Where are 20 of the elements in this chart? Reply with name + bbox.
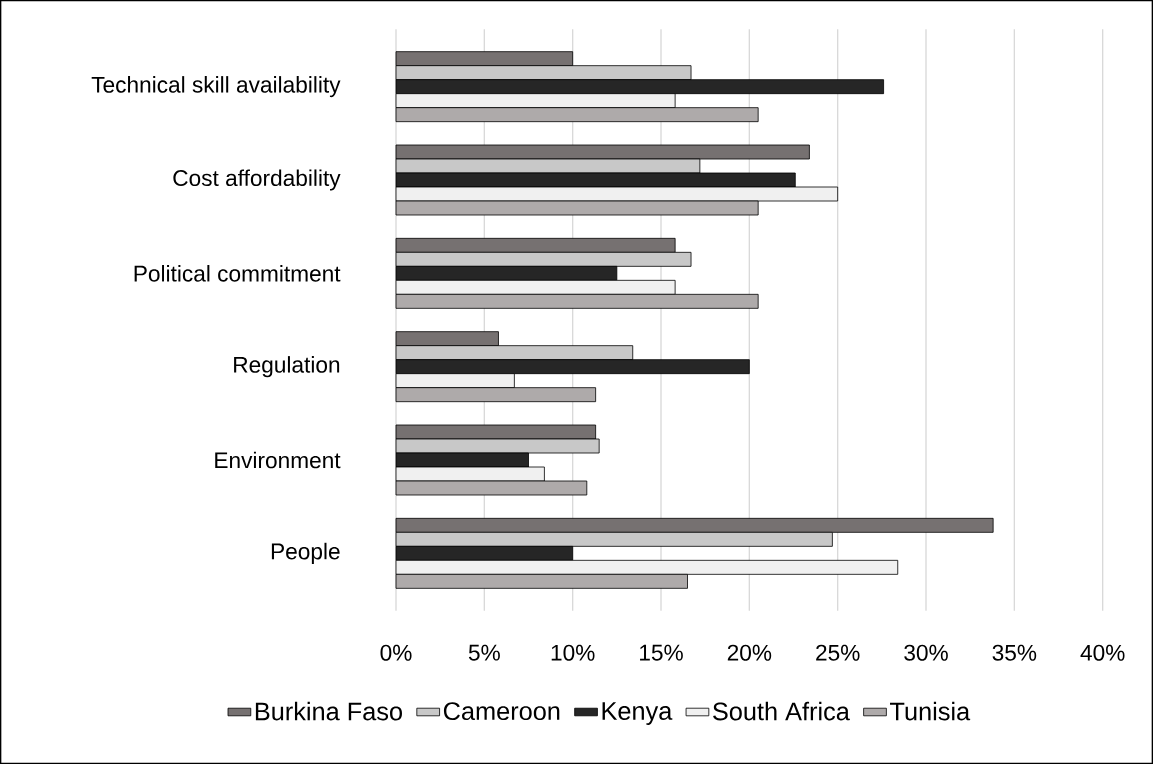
x-tick-label: 40% — [1080, 644, 1125, 661]
x-tick-label: 25% — [816, 644, 860, 661]
x-tick-label: 10% — [551, 644, 595, 661]
y-tick-label: Regulation — [234, 356, 340, 378]
y-tick-label: Technical skill availability — [91, 76, 341, 98]
x-tick-label: 5% — [468, 644, 500, 661]
y-tick-label: Cost affordability — [173, 169, 341, 191]
x-tick-label: 20% — [727, 644, 772, 661]
y-tick-label: Environment — [215, 451, 341, 469]
legend-label: South Africa — [713, 701, 850, 721]
x-tick-label: 15% — [640, 644, 683, 661]
x-tick-label: 35% — [992, 644, 1037, 661]
x-tick-label: 0% — [380, 644, 412, 661]
y-tick-label: People — [271, 542, 340, 564]
y-tick-label: Political commitment — [134, 265, 341, 282]
legend-label: Cameroon — [443, 702, 560, 721]
x-tick-label: 30% — [904, 644, 948, 661]
legend-label: Burkina Faso — [255, 701, 402, 721]
legend-label: Kenya — [602, 702, 673, 725]
legend-label: Tunisia — [890, 701, 971, 721]
